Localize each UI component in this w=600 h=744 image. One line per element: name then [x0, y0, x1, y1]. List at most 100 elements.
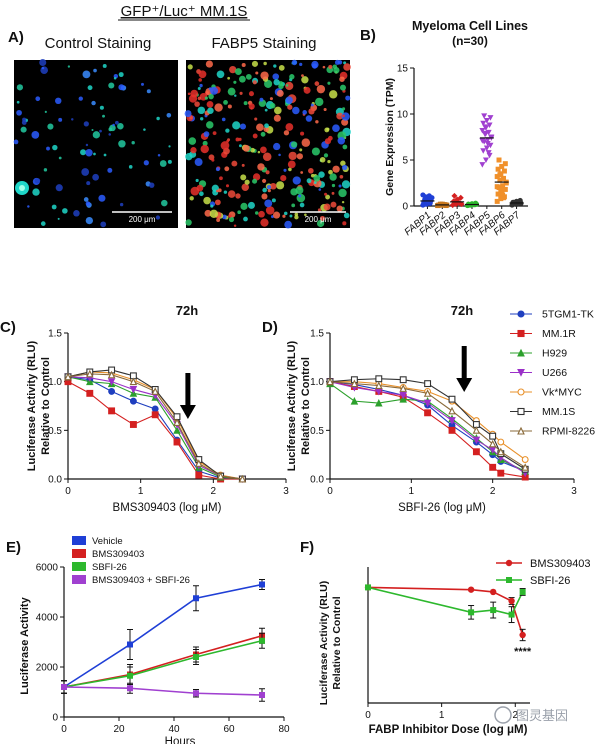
- panel-d-line-h929: [329, 383, 526, 472]
- control-cell: [119, 202, 124, 207]
- panel-d-point-u266: [399, 391, 407, 400]
- fabp5-cell: [336, 112, 344, 120]
- control-cell: [16, 100, 20, 104]
- fabp5-cell: [223, 100, 228, 105]
- fabp5-cell: [243, 101, 248, 106]
- fabp5-cell: [305, 115, 313, 122]
- control-cell: [107, 167, 113, 173]
- control-cell: [55, 97, 62, 105]
- control-cell: [159, 160, 167, 167]
- fabp5-cell: [204, 209, 212, 217]
- fabp5-cell: [342, 114, 345, 118]
- panel-e-line-vehicle: [63, 583, 263, 688]
- fabp5-cell: [308, 108, 315, 115]
- panel-c-point-mm-1r: [86, 389, 94, 397]
- fabp5-cell: [219, 176, 223, 181]
- fabp5-cell: [300, 131, 305, 136]
- fabp5-cell: [231, 160, 238, 167]
- panel-c-point-mm-1r: [173, 438, 181, 446]
- fabp5-cell: [299, 62, 303, 67]
- panel-d-point-rpmi-8226: [326, 377, 334, 386]
- panel-b-point-fabp6: [502, 161, 508, 167]
- panel-e-legend-swatch-vehicle: [72, 536, 86, 545]
- fabp5-cell: [267, 189, 271, 193]
- fabp5-cell: [338, 184, 342, 188]
- fabp5-cell: [288, 151, 297, 161]
- panel-b-point-fabp5: [484, 137, 491, 143]
- fabp5-cell: [197, 86, 201, 90]
- fabp5-cell: [290, 141, 298, 148]
- fabp5-cell: [273, 79, 280, 86]
- panel-e-point-sbfi-26: [127, 672, 133, 679]
- fabp5-cell: [301, 138, 311, 147]
- panel-b-ytick-label: 15: [397, 64, 409, 75]
- panel-d-xtick-label: 3: [571, 486, 577, 497]
- panel-b-point-fabp6: [499, 163, 505, 169]
- panel-d-point-mm-1s: [489, 432, 497, 440]
- panel-c-xtick-label: 3: [283, 486, 289, 497]
- fabp5-cell: [208, 93, 214, 100]
- fabp5-cell: [263, 61, 267, 66]
- fabp5-cell: [235, 137, 240, 142]
- fabp5-cell: [323, 107, 327, 112]
- control-cell: [102, 114, 105, 118]
- fabp5-cell: [273, 211, 281, 219]
- panel-d-xtick-label: 1: [409, 486, 415, 497]
- panel-b-point-fabp6: [501, 195, 507, 201]
- panel-a: A) GFP⁺/Luc⁺ MM.1S Control Staining FABP…: [8, 3, 351, 229]
- fabp5-cell: [221, 117, 226, 122]
- fabp5-cell: [341, 164, 348, 171]
- control-cell: [85, 216, 94, 225]
- panel-f-significance: ****: [514, 646, 532, 658]
- panel-d-xtick-label: 2: [490, 486, 496, 497]
- fabp5-cell: [318, 188, 322, 191]
- panel-c-xlabel: BMS309403 (log μM): [113, 502, 222, 514]
- panel-b-point-fabp5: [482, 130, 489, 137]
- fabp5-cell: [339, 84, 347, 91]
- fabp5-cell: [341, 180, 351, 189]
- fabp5-cell: [216, 218, 221, 222]
- panel-d-xtick-label: 0: [327, 486, 333, 497]
- control-cell: [108, 82, 115, 89]
- panel-d-point-vk-myc: [497, 438, 505, 446]
- panel-d-ylabel2: Relative to Control: [300, 357, 312, 455]
- fabp5-cell: [287, 160, 296, 169]
- fabp5-cell: [311, 147, 320, 156]
- fabp5-cell: [256, 123, 264, 132]
- control-cell: [149, 182, 155, 188]
- panel-b-subtitle: (n=30): [452, 34, 488, 48]
- fabp5-cell: [326, 127, 330, 131]
- panel-c-ylabel2: Relative to Control: [40, 357, 52, 455]
- panel-b-point-fabp6: [494, 174, 500, 180]
- control-cell: [102, 63, 107, 68]
- fabp5-cell: [187, 92, 191, 96]
- panel-e-xtick-label: 80: [278, 724, 290, 735]
- panel-c-point-mm-1r: [129, 421, 137, 428]
- fabp5-cell: [302, 110, 307, 115]
- control-cell: [85, 143, 89, 147]
- fabp5-cell: [313, 175, 321, 182]
- panel-c-point-rpmi-8226: [64, 372, 72, 381]
- control-cell: [67, 65, 71, 68]
- control-cell: [118, 72, 124, 78]
- fabp5-cell: [327, 160, 331, 164]
- control-cell: [40, 221, 46, 226]
- fabp5-cell: [194, 101, 200, 107]
- panel-e-ytick-label: 6000: [36, 563, 59, 574]
- panel-b-point-fabp3: [457, 194, 464, 201]
- fabp5-cell: [247, 201, 255, 209]
- fabp5-cell: [197, 96, 202, 101]
- fabp5-cell: [234, 68, 242, 75]
- fabp5-cell: [319, 215, 325, 221]
- control-cell: [92, 131, 101, 139]
- control-cell: [143, 160, 149, 166]
- control-cell: [143, 128, 146, 131]
- fabp5-cell: [197, 106, 206, 115]
- fabp5-cell: [205, 60, 213, 68]
- panel-e-xtick-label: 0: [61, 724, 67, 735]
- panel-d-title: 72h: [451, 303, 473, 318]
- panel-c-xtick-label: 1: [138, 486, 144, 497]
- fabp5-cell: [257, 163, 265, 171]
- panel-a-header: GFP⁺/Luc⁺ MM.1S: [121, 3, 248, 20]
